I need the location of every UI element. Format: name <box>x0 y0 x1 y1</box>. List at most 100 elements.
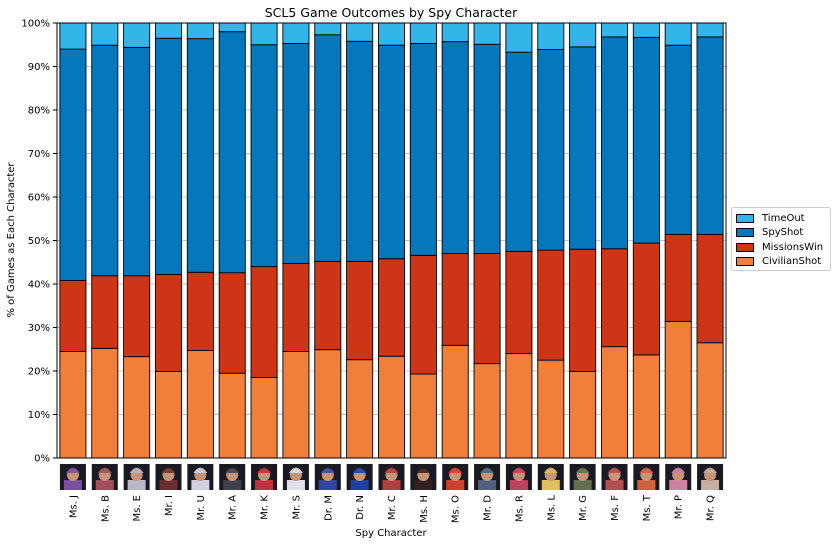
bar-civilianshot <box>346 359 374 459</box>
legend-swatch <box>736 257 754 267</box>
bar-missionswin <box>505 250 533 355</box>
y-axis-label: % of Games as Each Character <box>6 162 17 318</box>
bar-civilianshot <box>569 370 597 459</box>
x-tick-label: Ms. B <box>100 495 111 522</box>
spy-portrait <box>91 464 118 490</box>
y-tick-label: 80% <box>28 106 50 117</box>
bar-timeout <box>91 22 119 46</box>
bar-spyshot <box>91 44 119 277</box>
spy-portrait <box>123 464 150 490</box>
portrait-hair <box>543 467 558 473</box>
portrait-hair <box>129 467 144 473</box>
bar-missionswin <box>569 248 597 372</box>
legend-swatch <box>736 228 754 238</box>
portrait-body <box>701 480 720 490</box>
legend-item: SpyShot <box>736 226 826 241</box>
portrait-body <box>637 480 656 490</box>
spy-portrait <box>505 464 532 490</box>
bar-missionswin <box>600 248 629 348</box>
x-tick-label: Mr. C <box>387 495 398 520</box>
bar-timeout <box>505 22 533 53</box>
portrait-hair <box>65 467 80 473</box>
portrait-body <box>191 480 210 490</box>
portrait-hair <box>384 467 399 473</box>
bar-timeout <box>537 22 565 50</box>
y-tick-label: 50% <box>28 236 50 247</box>
x-tick-label: Mr. P <box>674 495 685 519</box>
x-tick-label: Mr. S <box>291 495 302 520</box>
bar-missionswin <box>218 272 246 374</box>
bar-spyshot <box>632 36 660 244</box>
y-tick-label: 90% <box>28 62 50 73</box>
bar-missionswin <box>123 275 151 358</box>
portrait-body <box>350 480 369 490</box>
chart-title: SCL5 Game Outcomes by Spy Character <box>265 5 518 20</box>
portrait-body <box>255 480 274 490</box>
portrait-hair <box>511 467 526 473</box>
bar-spyshot <box>59 48 87 281</box>
spy-portrait <box>378 464 405 490</box>
bar-missionswin <box>441 253 469 346</box>
bar-timeout <box>346 22 374 42</box>
bar-spyshot <box>218 31 246 274</box>
bar-spyshot <box>569 46 597 250</box>
spy-portrait <box>346 464 373 490</box>
bar-civilianshot <box>409 373 437 459</box>
bar-timeout <box>632 22 660 38</box>
x-tick-label: Mr. A <box>228 495 239 520</box>
bar-spyshot <box>250 44 278 268</box>
portrait-body <box>286 480 305 490</box>
bar-timeout <box>123 22 151 48</box>
bar-missionswin <box>59 280 87 352</box>
bar-timeout <box>600 22 629 38</box>
portrait-body <box>318 480 337 490</box>
spy-portrait <box>59 464 86 490</box>
bar-civilianshot <box>473 363 501 459</box>
bar-civilianshot <box>282 350 310 459</box>
spy-portrait <box>537 464 564 490</box>
y-tick-label: 30% <box>28 323 50 334</box>
x-tick-label: Ms. R <box>514 495 525 522</box>
x-axis-label: Spy Character <box>355 528 427 539</box>
portrait-body <box>509 480 528 490</box>
bar-timeout <box>664 22 692 46</box>
bar-civilianshot <box>505 353 533 459</box>
x-tick-label: Ms. F <box>610 495 621 521</box>
portrait-hair <box>607 467 622 473</box>
x-tick-label: Ms. T <box>642 494 653 521</box>
bar-timeout <box>218 22 246 33</box>
portrait-hair <box>193 467 208 473</box>
portrait-hair <box>320 467 335 473</box>
bar-spyshot <box>314 34 342 262</box>
bar-spyshot <box>473 43 501 254</box>
bar-missionswin <box>314 260 342 351</box>
bar-timeout <box>314 22 342 36</box>
bar-spyshot <box>282 42 310 265</box>
portrait-hair <box>703 467 718 473</box>
spy-portrait <box>665 464 692 490</box>
bar-spyshot <box>409 42 437 256</box>
spy-portrait <box>314 464 341 490</box>
bar-missionswin <box>377 258 406 357</box>
bar-timeout <box>377 22 406 46</box>
spy-portrait <box>633 464 660 490</box>
portrait-body <box>605 480 624 490</box>
bar-missionswin <box>186 271 214 352</box>
bar-spyshot <box>664 44 692 235</box>
bar-civilianshot <box>123 356 151 459</box>
portrait-body <box>446 480 465 490</box>
x-tick-label: Ms. J <box>68 495 79 518</box>
bar-civilianshot <box>186 350 214 459</box>
bar-civilianshot <box>218 372 246 459</box>
portrait-hair <box>671 467 686 473</box>
bar-missionswin <box>696 233 724 344</box>
legend-item: MissionsWin <box>736 240 826 255</box>
bar-missionswin <box>632 242 660 356</box>
y-tick-label: 0% <box>34 454 50 465</box>
legend-item: CivilianShot <box>736 255 826 270</box>
x-tick-label: Ms. L <box>546 495 557 521</box>
bar-timeout <box>441 22 469 43</box>
bar-missionswin <box>346 260 374 361</box>
bar-missionswin <box>91 275 119 349</box>
